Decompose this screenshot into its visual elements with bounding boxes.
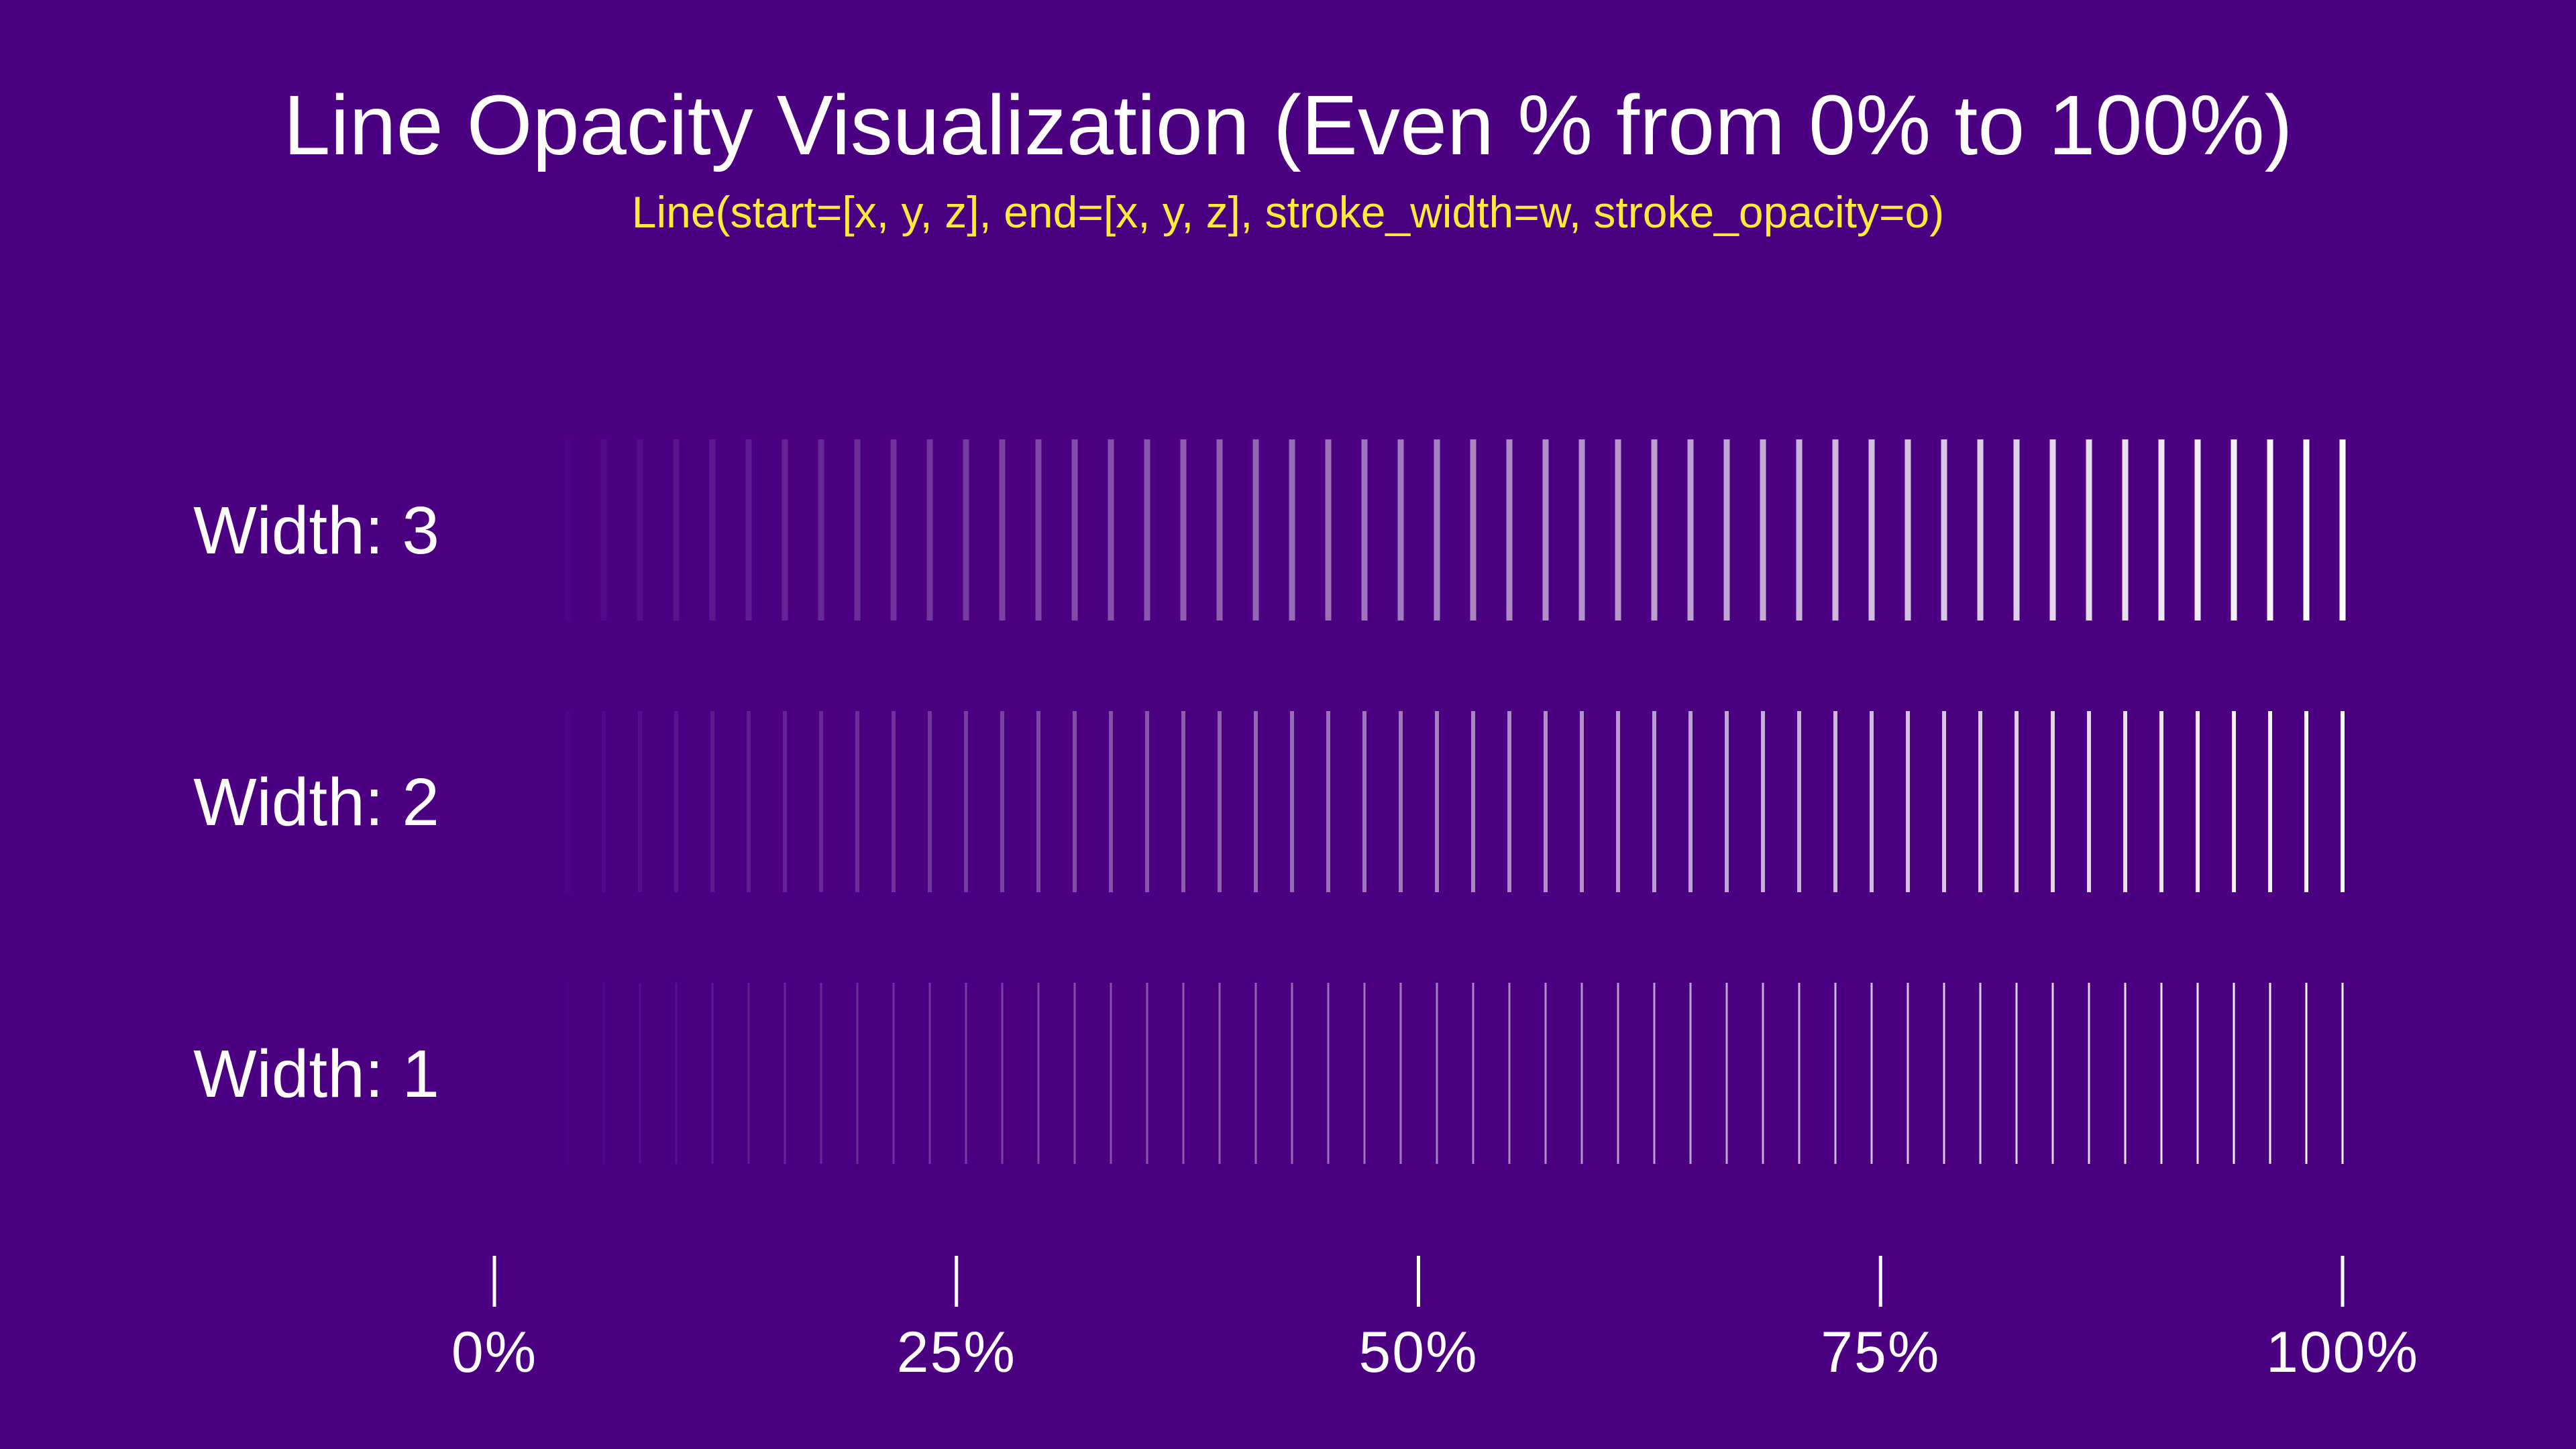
code-subtitle: Line(start=[x, y, z], end=[x, y, z], str… [631,187,1945,237]
page-title: Line Opacity Visualization (Even % from … [283,78,2293,172]
line-row: Width: 3 [193,439,2346,621]
percent-axis: 0% 25% 50% 75% 100% [451,1256,2419,1385]
axis-tick-label: 50% [1358,1320,1478,1385]
row-label: Width: 2 [193,765,439,840]
row-label: Width: 1 [193,1036,439,1112]
row-label: Width: 3 [193,493,439,568]
line-row: Width: 1 [193,983,2344,1164]
axis-tick-label: 0% [451,1320,537,1385]
axis-tick-label: 25% [897,1320,1016,1385]
line-row: Width: 2 [193,711,2345,892]
line-rows: Width: 3 Width: 2 Width: 1 [193,439,2346,1164]
axis-tick-label: 75% [1821,1320,1940,1385]
axis-tick-label: 100% [2266,1320,2419,1385]
